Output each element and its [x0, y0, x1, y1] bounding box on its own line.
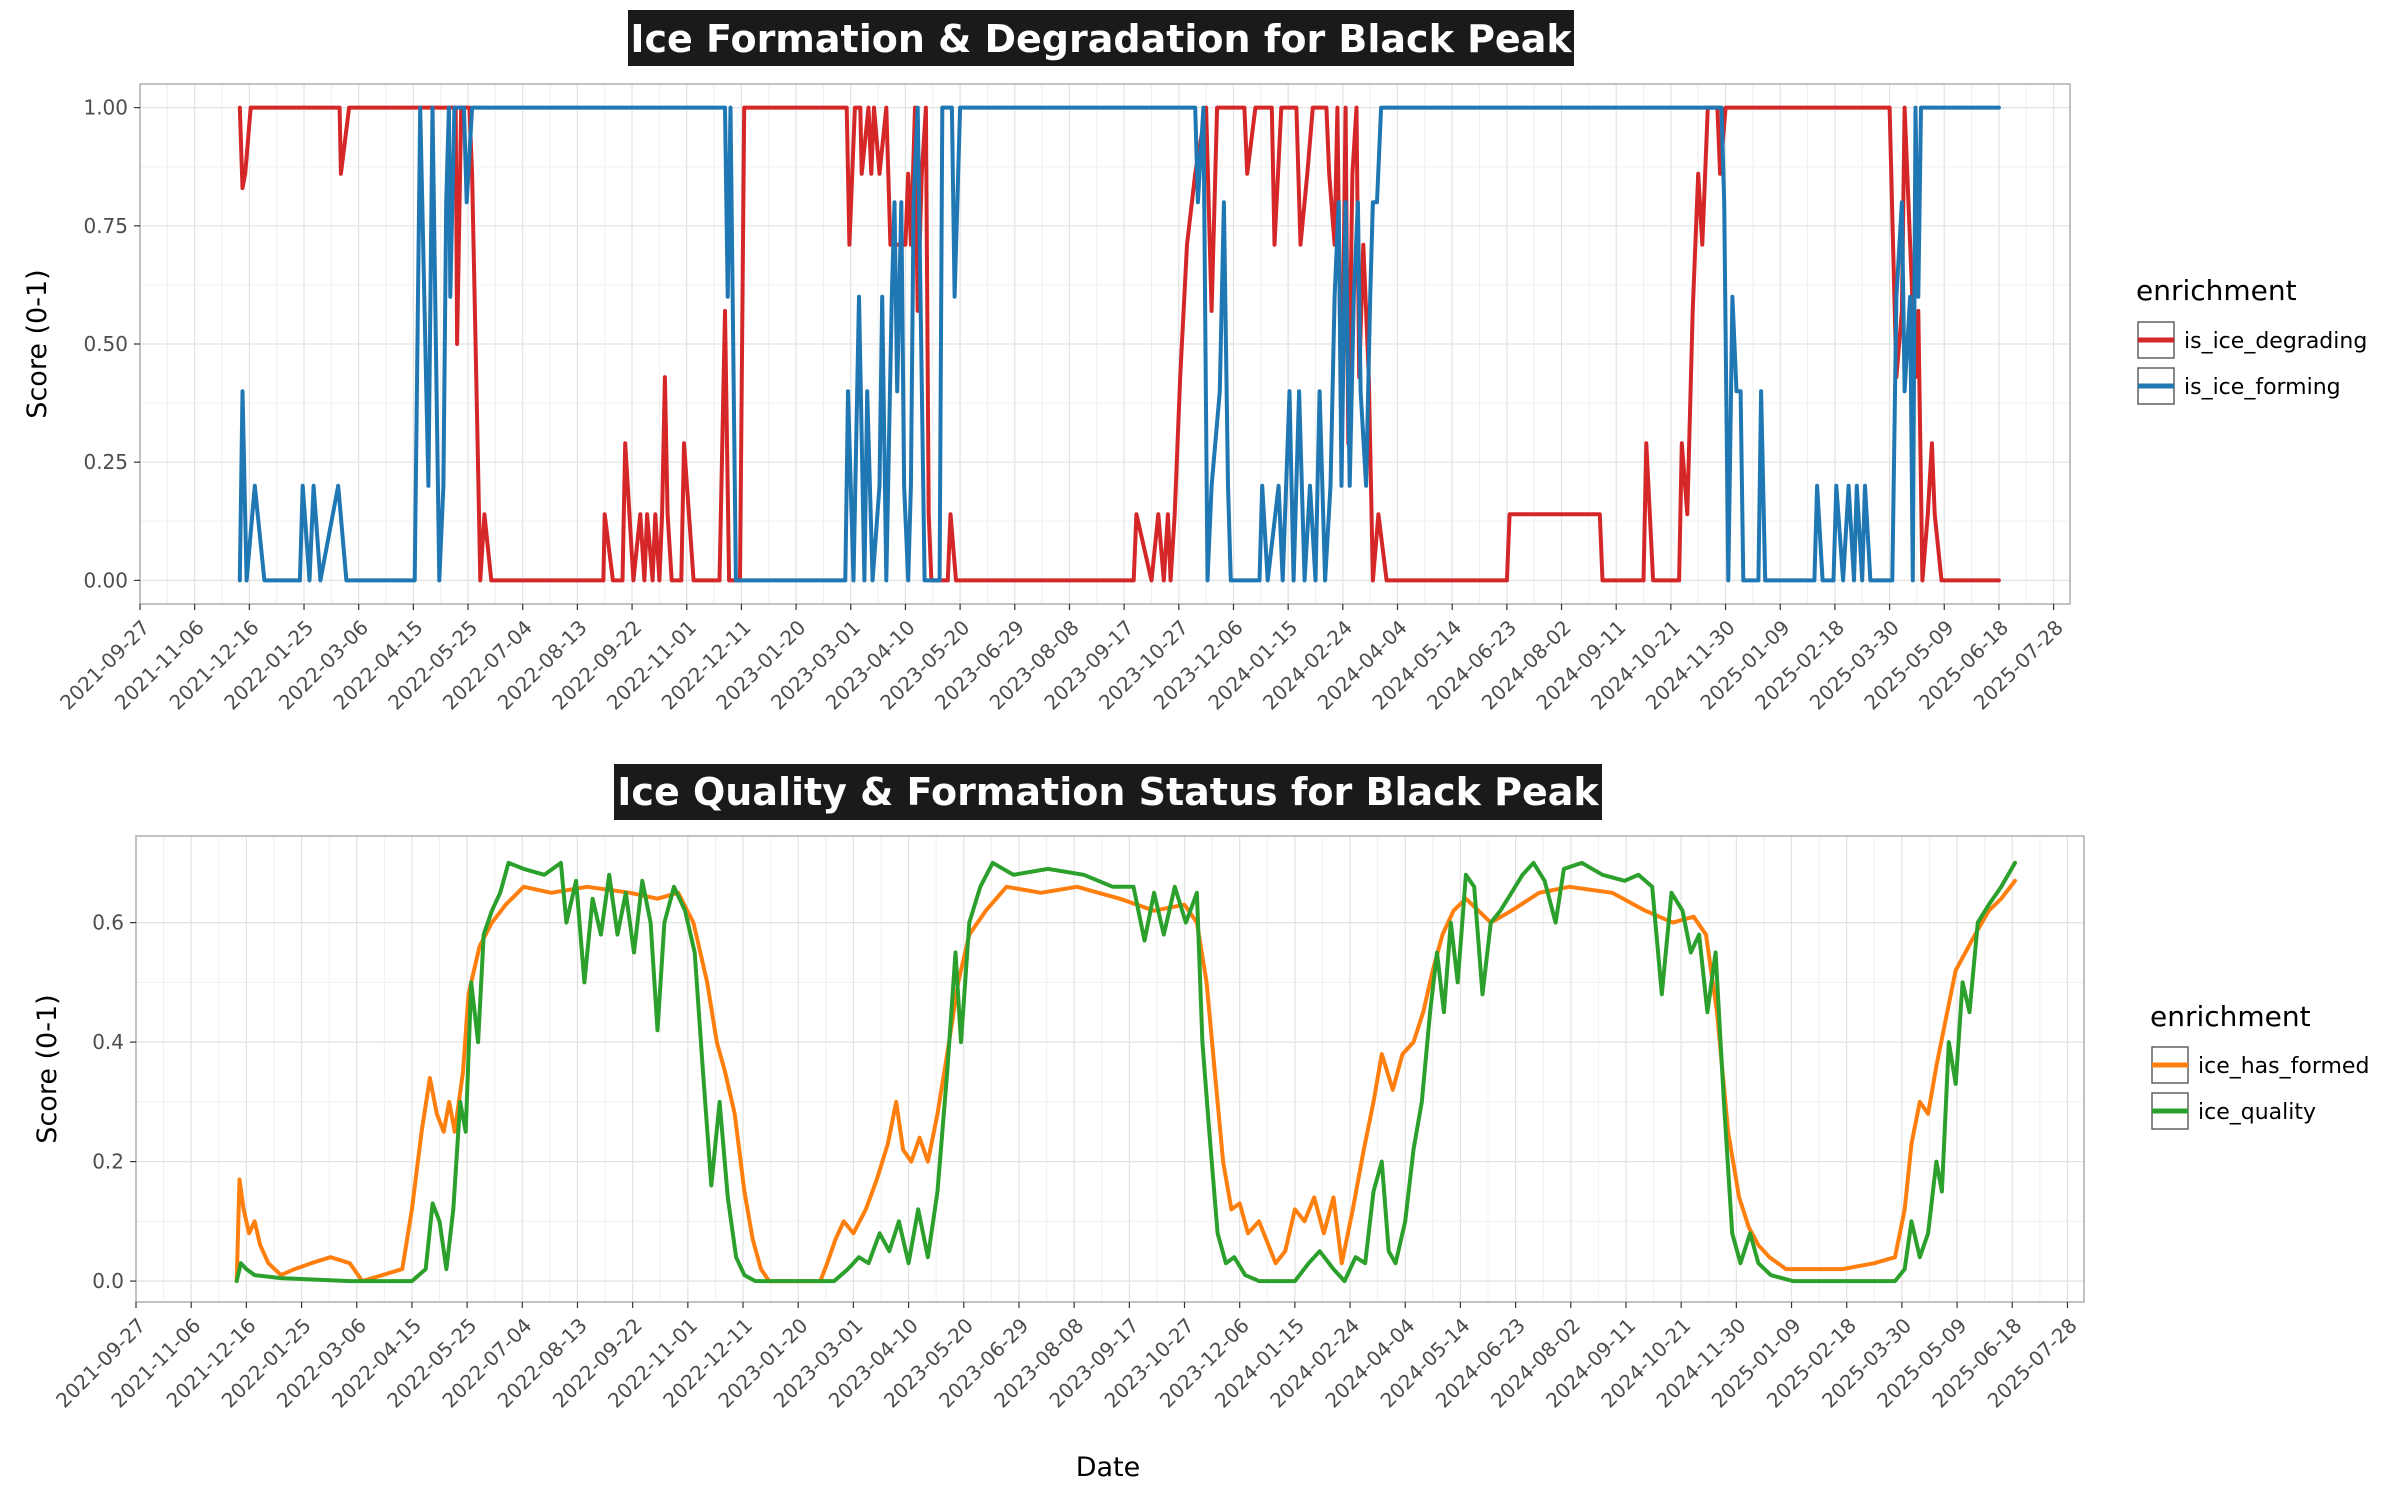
y-axis-title: Score (0-1) [32, 994, 63, 1143]
series-line-is-ice-degrading [237, 105, 2001, 583]
grid [135, 836, 2084, 1302]
chart-title: Ice Quality & Formation Status for Black… [617, 770, 1599, 814]
series-line-ice-quality [234, 860, 2017, 1284]
plot-background [136, 836, 2084, 1302]
y-tick-label: 0.4 [92, 1030, 124, 1054]
legend-title: enrichment [2136, 274, 2297, 307]
y-axis-ticks: 0.00 0.25 0.50 0.75 1.00 [83, 96, 140, 592]
legend-label: ice_has_formed [2198, 1054, 2369, 1079]
plot-border [135, 835, 2085, 1303]
y-tick-label: 0.00 [83, 568, 128, 592]
y-tick-label: 0.0 [92, 1269, 124, 1293]
y-tick-label: 0.75 [83, 214, 128, 238]
y-axis-ticks: 0.0 0.2 0.4 0.6 [92, 911, 136, 1293]
legend-label: ice_quality [2198, 1100, 2316, 1125]
y-tick-label: 0.50 [83, 332, 128, 356]
x-axis-title: Date [1076, 1452, 1141, 1483]
series-line-is-ice-forming [237, 105, 2001, 583]
series-lines [237, 105, 2001, 583]
title-box [628, 10, 1574, 66]
legend: enrichment is_ice_degrading is_ice_formi… [2136, 274, 2367, 405]
y-tick-label: 0.2 [92, 1150, 124, 1174]
y-tick-label: 1.00 [83, 96, 128, 120]
y-axis-title: Score (0-1) [22, 269, 53, 418]
series-lines [234, 860, 2017, 1284]
y-tick-label: 0.6 [92, 911, 124, 935]
legend-label: is_ice_degrading [2184, 329, 2367, 354]
legend-label: is_ice_forming [2184, 375, 2341, 400]
title-box [614, 764, 1602, 820]
legend: enrichment ice_has_formed ice_quality [2150, 1000, 2369, 1130]
legend-title: enrichment [2150, 1000, 2311, 1033]
y-tick-label: 0.25 [83, 450, 128, 474]
chart-title: Ice Formation & Degradation for Black Pe… [630, 17, 1572, 61]
